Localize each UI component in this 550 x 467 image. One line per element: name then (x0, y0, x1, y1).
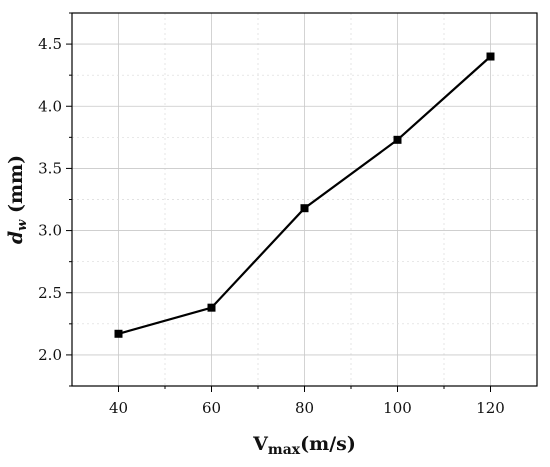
x-axis-title-sub: max (268, 442, 301, 458)
y-axis-title-sub: w (15, 219, 30, 231)
x-axis-title: Vmax(m/s) (252, 433, 356, 458)
x-axis-title-main: V (252, 433, 269, 455)
y-axis-title-main: d (5, 231, 27, 244)
y-tick-labels: 2.0 2.5 3.0 3.5 4.0 4.5 (38, 35, 62, 364)
y-tick-label: 4.5 (38, 35, 62, 53)
x-tick-label: 100 (383, 399, 412, 417)
y-axis-title-unit: (mm) (5, 155, 27, 220)
y-tick-label: 4.0 (38, 97, 62, 115)
y-axis-title: dw (mm) (5, 155, 30, 244)
axis-ticks (66, 12, 491, 392)
x-tick-label: 60 (202, 399, 221, 417)
series-group (114, 52, 495, 338)
x-tick-label: 40 (109, 399, 128, 417)
x-tick-labels: 40 60 80 100 120 (109, 399, 505, 417)
x-tick-label: 80 (295, 399, 314, 417)
y-tick-label: 3.5 (38, 159, 62, 177)
y-tick-label: 2.5 (38, 284, 62, 302)
grid-lines (72, 13, 537, 386)
data-point-marker (207, 303, 216, 312)
data-point-marker (393, 135, 402, 144)
y-tick-label: 2.0 (38, 346, 62, 364)
y-tick-label: 3.0 (38, 222, 62, 240)
data-point-marker (486, 52, 495, 61)
data-point-marker (114, 329, 123, 338)
x-tick-label: 120 (476, 399, 505, 417)
data-point-marker (300, 204, 309, 213)
x-axis-title-unit: (m/s) (300, 433, 356, 455)
